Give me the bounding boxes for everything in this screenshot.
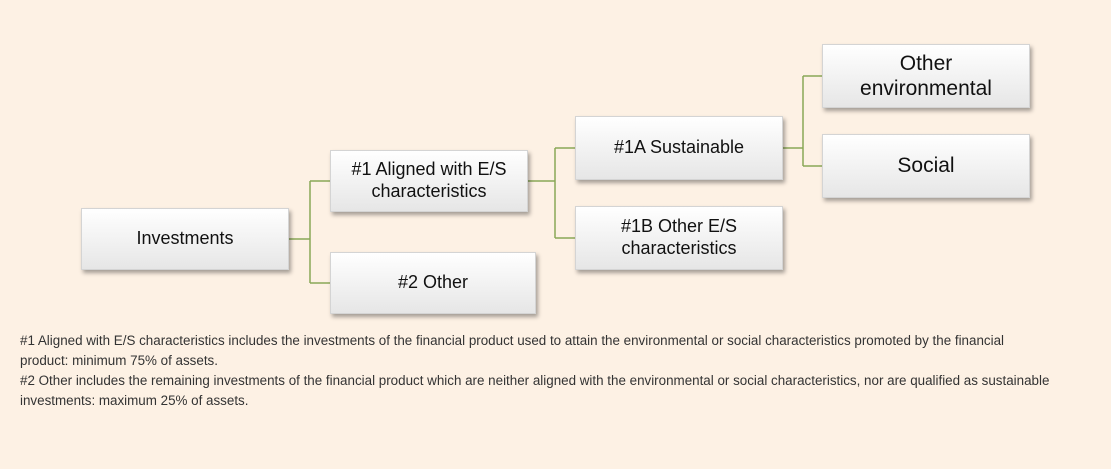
node: #1 Aligned with E/S characteristics <box>330 150 528 212</box>
node: #1B Other E/S characteristics <box>575 206 783 270</box>
node: Social <box>822 134 1030 198</box>
node: #1A Sustainable <box>575 116 783 180</box>
connector <box>783 75 822 167</box>
connector <box>528 147 575 239</box>
notes: #1 Aligned with E/S characteristics incl… <box>20 331 1050 411</box>
node: Other environmental <box>822 44 1030 108</box>
node: Investments <box>81 208 289 270</box>
note: #2 Other includes the remaining investme… <box>20 373 1050 409</box>
note: #1 Aligned with E/S characteristics incl… <box>20 333 1004 369</box>
node: #2 Other <box>330 252 536 314</box>
connector <box>289 180 330 284</box>
